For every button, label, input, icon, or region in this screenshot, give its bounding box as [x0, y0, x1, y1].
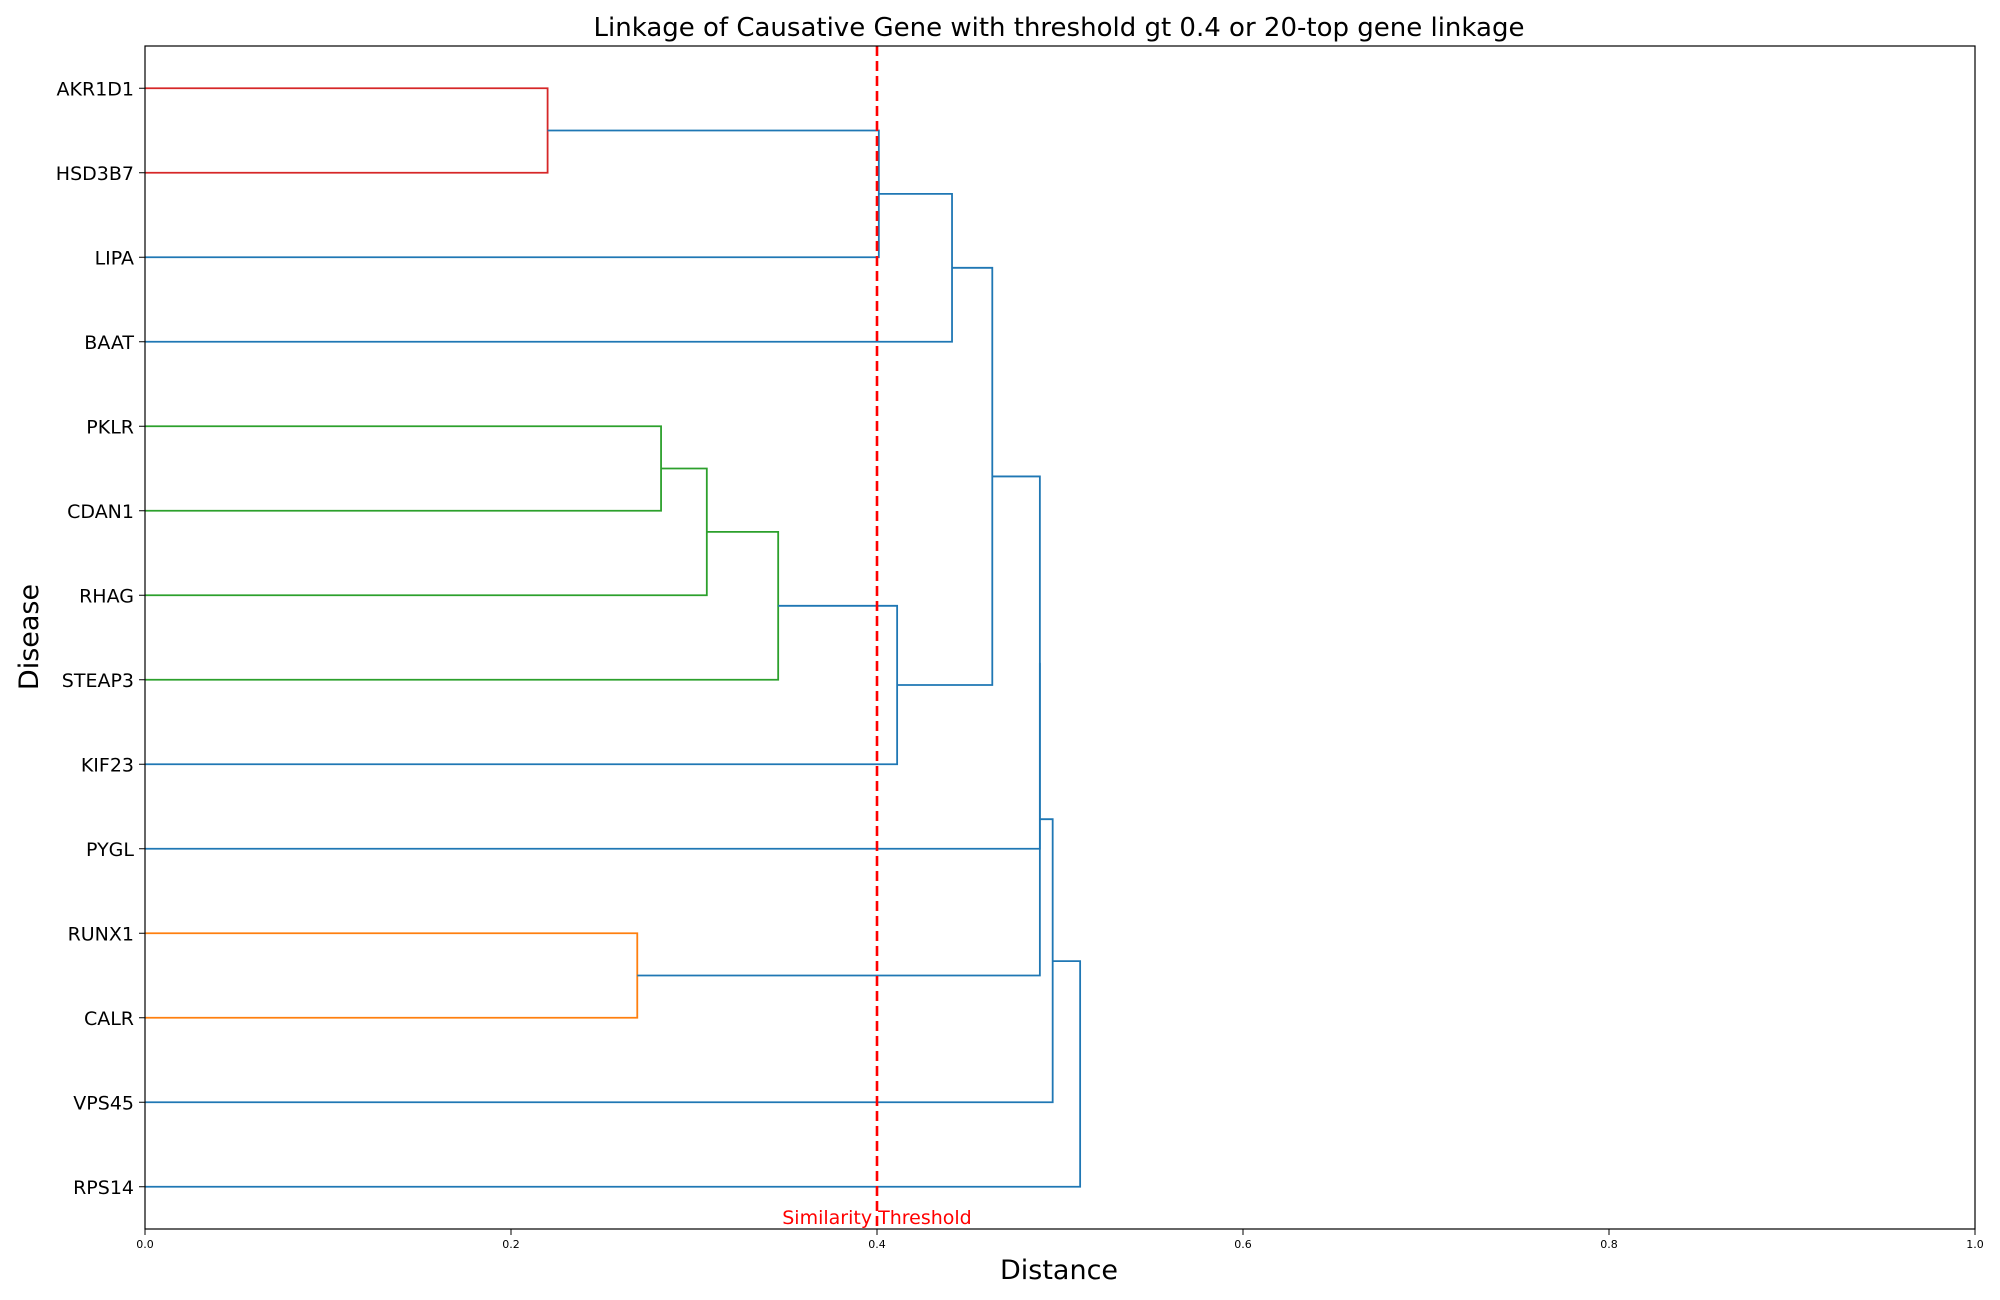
- x-tick-label: 0.6: [1234, 1238, 1252, 1251]
- plot-frame: [144, 45, 1976, 1230]
- y-tick-label-runx1: RUNX1: [68, 923, 134, 945]
- y-tick-label-lipa: LIPA: [95, 247, 134, 269]
- x-tick-label: 0.4: [868, 1238, 886, 1251]
- x-tick-label: 1.0: [1966, 1238, 1984, 1251]
- dendrogram-link-12: [145, 960, 1082, 1188]
- y-tick-label-pklr: PKLR: [86, 416, 134, 438]
- y-tick-label-rps14: RPS14: [73, 1177, 134, 1199]
- y-tick-label-cdan1: CDAN1: [67, 501, 134, 523]
- threshold-group: Similarity Threshold: [782, 46, 972, 1229]
- y-tick-label-pygl: PYGL: [86, 839, 134, 861]
- dendrogram-link-10: [637, 662, 1041, 977]
- x-tick-label: 0.8: [1600, 1238, 1618, 1251]
- x-tick-label: 0.0: [136, 1238, 154, 1251]
- y-tick-label-calr: CALR: [84, 1008, 134, 1030]
- y-tick-label-rhag: RHAG: [79, 585, 134, 607]
- dendrogram-link-8: [145, 475, 1041, 850]
- y-tick-label-steap3: STEAP3: [62, 670, 134, 692]
- x-axis-label: Distance: [1000, 1255, 1118, 1286]
- y-tick-label-vps45: VPS45: [73, 1092, 134, 1114]
- chart-title: Linkage of Causative Gene with threshold…: [594, 13, 1525, 43]
- y-tick-label-kif23: KIF23: [81, 754, 134, 776]
- x-tick-label: 0.2: [502, 1238, 520, 1251]
- threshold-label: Similarity Threshold: [782, 1207, 972, 1229]
- dendrogram-links: [145, 87, 1082, 1188]
- y-tick-labels: AKR1D1 HSD3B7 LIPA BAAT PKLR CDAN1 RHAG STEAP3 K…: [56, 78, 145, 1199]
- y-tick-label-akr1d1: AKR1D1: [57, 78, 134, 100]
- y-tick-label-hsd3b7: HSD3B7: [56, 163, 134, 185]
- y-tick-label-baat: BAAT: [84, 332, 134, 354]
- y-axis-label: Disease: [14, 584, 45, 690]
- x-tick-labels: 0.0 0.2 0.4 0.6 0.8 1.0: [136, 1229, 1984, 1251]
